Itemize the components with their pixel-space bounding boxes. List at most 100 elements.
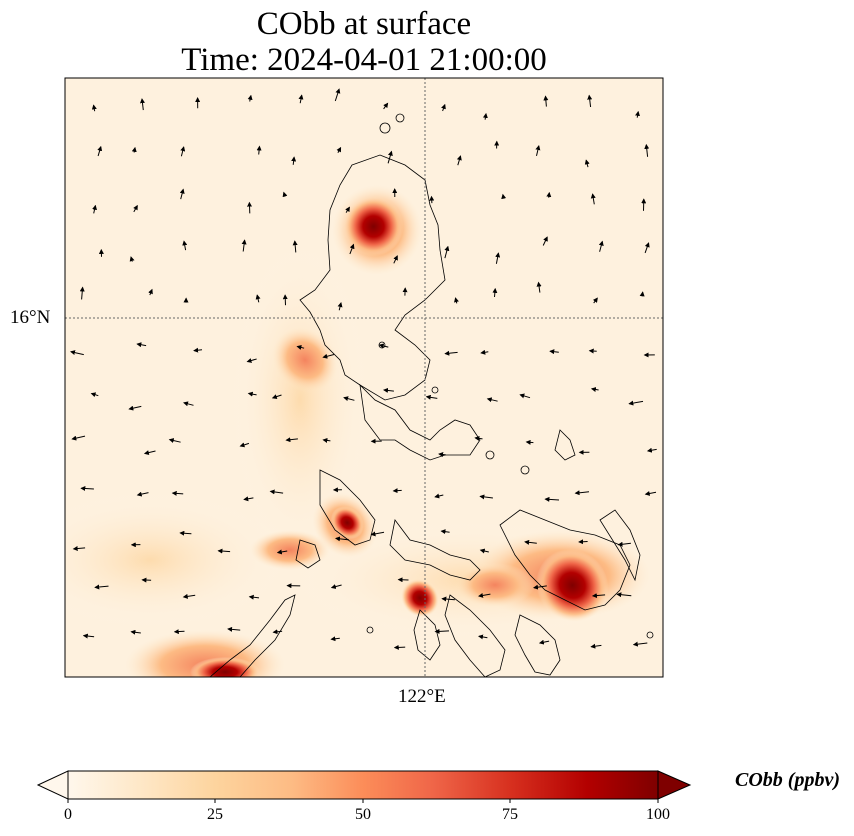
colorbar-tick-100: 100 [646,806,670,823]
wind-arrow [635,110,640,118]
wind-arrow [330,636,340,642]
wind-arrow [454,297,459,304]
wind-arrow [592,297,598,304]
wind-arrow [217,548,231,554]
wind-arrow [171,490,184,496]
wind-arrow [139,98,145,111]
wind-arrow [255,294,261,303]
wind-arrow [193,347,203,353]
wind-arrow [129,256,135,262]
wind-arrow [285,437,298,443]
wind-arrow [97,145,103,157]
wind-arrow [536,281,542,293]
wind-arrow [383,102,389,110]
wind-arrow [243,496,254,502]
wind-arrow [598,240,604,252]
wind-arrow [248,594,260,600]
wind-arrow [80,486,94,492]
wind-arrow [538,639,550,645]
wind-arrow [296,345,305,350]
wind-arrow [644,242,650,254]
colorbar-tick-25: 25 [207,806,223,823]
wind-arrow [173,629,185,635]
wind-arrow [94,584,109,590]
wind-arrow [478,634,488,640]
wind-arrow [501,193,507,200]
wind-arrow [478,592,491,598]
wind-arrow [438,452,446,458]
wind-arrow [136,491,149,497]
wind-arrow [519,393,531,399]
wind-arrow [543,95,549,107]
plume-central-luzon-coast [259,314,351,406]
wind-arrow [444,245,450,259]
wind-arrow [82,633,95,639]
wind-arrow [616,592,632,598]
wind-arrow [542,236,548,246]
wind-arrow [383,387,394,393]
wind-arrow [588,348,597,354]
wind-arrow [322,353,335,359]
wind-arrow [330,584,342,589]
colorbar-extend-min [36,770,69,800]
wind-arrow [525,439,534,445]
wind-arrow [617,541,631,547]
wind-arrow [632,641,648,647]
lon-tick-label: 122°E [398,686,446,707]
wind-arrow [272,629,283,635]
wind-arrow [495,252,501,264]
wind-vectors [70,88,657,650]
wind-arrow [486,397,498,403]
wind-arrow [456,155,462,166]
wind-arrow [179,530,192,536]
wind-arrow [480,349,489,355]
wind-arrow [628,400,644,406]
plume-sibuyan-sea [393,571,447,625]
wind-arrow [79,286,85,300]
wind-arrow [179,188,185,200]
wind-arrow [70,350,84,356]
wind-arrow [393,644,406,650]
wind-arrow [334,88,341,102]
wind-arrow [590,387,599,392]
colorbar-extend-max [657,770,692,800]
wind-arrow [71,435,86,441]
wind-arrow [72,546,86,552]
wind-arrow [590,193,596,205]
wind-arrow [646,447,657,453]
wind-arrow [276,549,288,555]
wind-arrow [393,255,398,264]
wind-arrow [183,401,194,407]
wind-arrow [425,394,438,400]
wind-arrow [474,435,483,441]
wind-arrow [591,593,606,599]
wind-arrow [148,288,153,296]
wind-arrow [182,240,188,251]
wind-arrow [282,191,288,198]
colorbar-tick-75: 75 [502,806,518,823]
coastlines [209,113,654,677]
wind-arrow [584,159,590,168]
cobb-field [65,88,657,677]
plume-palawan-north [125,630,285,677]
wind-arrow [180,146,186,157]
wind-arrow [524,539,537,545]
wind-arrow [92,204,97,214]
wind-arrow [544,496,560,502]
wind-arrow [90,392,99,398]
wind-arrow [271,394,282,400]
wind-arrow [298,94,304,104]
colorbar-tick-0: 0 [64,806,72,823]
colorbar-tick-marks [67,799,659,803]
wind-arrow [546,191,552,198]
colorbar-label: CObb (ppbv) [735,769,840,791]
plume-samar-leyte [455,530,650,637]
wind-arrow [535,145,541,157]
wind-arrow [227,626,241,632]
wind-arrow [387,150,393,164]
wind-arrow [246,358,257,363]
colorbar-bar [67,770,659,800]
wind-arrow [434,628,450,634]
wind-arrow [130,629,141,635]
wind-arrow [644,143,650,157]
